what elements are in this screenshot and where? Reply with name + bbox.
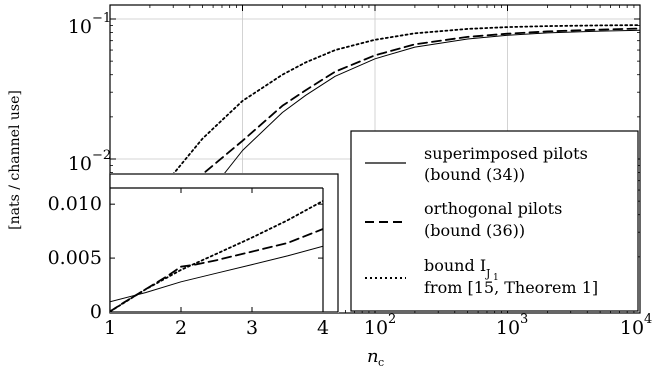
legend-label-bound-sub: J: [485, 267, 490, 280]
inset-x-tick-label: 2: [175, 317, 187, 339]
inset-series-line-solid: [110, 245, 323, 303]
x-axis-label: n c: [367, 346, 384, 369]
x-tick-label-1e4: 10 4: [620, 312, 652, 339]
x-axis-label-subscript: c: [378, 356, 384, 369]
y-tick-exp: −2: [92, 148, 111, 163]
x-tick-base: 10: [620, 317, 644, 339]
inset-y-tick-label: 0: [90, 301, 102, 323]
legend-label-bound: bound I: [424, 256, 486, 275]
inset-x-tick-label: 1: [104, 317, 116, 339]
y-tick-base: 10: [68, 153, 92, 175]
legend: superimposed pilots (bound (34)) orthogo…: [350, 130, 639, 312]
legend-label-superimposed: superimposed pilots: [424, 144, 588, 163]
main-plot-frame: [109, 4, 641, 314]
x-tick-label-1e3: 10 3: [496, 312, 528, 339]
legend-label-superimposed-2: (bound (34)): [424, 165, 525, 184]
x-tick-exp: 2: [388, 312, 396, 327]
inset-tick-labels: 1 2 3 4 0 0.005 0.010: [48, 193, 329, 339]
y-axis-label: [nats / channel use]: [7, 90, 23, 230]
y-tick-base: 10: [68, 16, 92, 38]
x-tick-base: 10: [496, 317, 520, 339]
x-axis-label-main: n: [367, 346, 379, 367]
inset-series-line-dashed: [110, 228, 323, 312]
x-tick-label-1e2: 10 2: [364, 312, 396, 339]
legend-label-bound-2: from [15, Theorem 1]: [424, 278, 598, 297]
legend-label-bound-subsub: 1: [493, 273, 499, 283]
series-line-dotted: [119, 24, 640, 313]
inset-background: [110, 173, 339, 313]
inset-x-tick-label: 3: [246, 317, 258, 339]
inset-series-lines: [110, 199, 323, 312]
y-tick-label-1e-2: 10 −2: [68, 148, 111, 175]
inset-series-line-dotted: [110, 199, 323, 312]
y-tick-exp: −1: [92, 11, 111, 26]
inset-x-tick-label: 4: [317, 317, 329, 339]
y-tick-label-1e-1: 10 −1: [68, 11, 111, 38]
x-tick-exp: 3: [520, 312, 528, 327]
legend-label-orthogonal-2: (bound (36)): [424, 221, 525, 240]
inset-y-tick-label: 0.005: [48, 247, 102, 269]
legend-label-bound-text: bound I: [424, 256, 486, 275]
inset-y-tick-label: 0.010: [48, 193, 102, 215]
legend-label-orthogonal: orthogonal pilots: [424, 199, 562, 218]
x-tick-base: 10: [364, 317, 388, 339]
inset-border: [109, 173, 339, 313]
x-tick-exp: 4: [644, 312, 652, 327]
